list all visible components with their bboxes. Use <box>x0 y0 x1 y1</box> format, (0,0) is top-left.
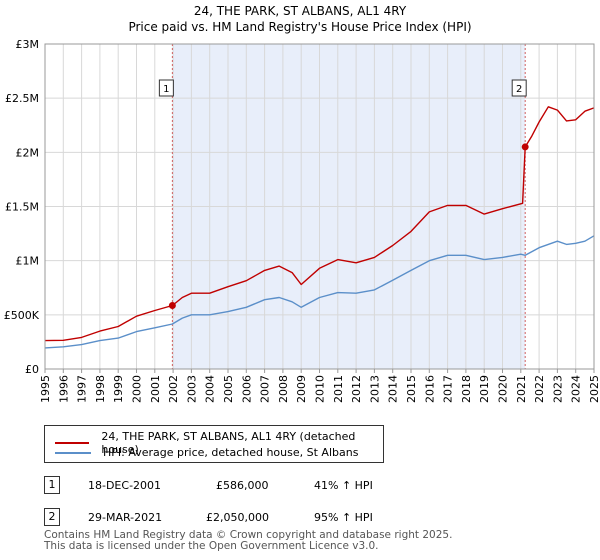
transaction-label: 2 <box>516 84 522 95</box>
y-tick-label: £1.5M <box>5 201 39 214</box>
legend-label-property: 24, THE PARK, ST ALBANS, AL1 4RY (detach… <box>101 430 356 456</box>
x-tick-label: 2017 <box>442 375 455 403</box>
transaction-row: 2 29-MAR-2021 £2,050,000 95% ↑ HPI <box>44 508 564 526</box>
x-tick-label: 2011 <box>332 375 345 403</box>
x-tick-label: 1999 <box>112 375 125 403</box>
transaction-label: 1 <box>163 84 169 95</box>
x-tick-label: 2019 <box>478 375 491 403</box>
x-tick-label: 1998 <box>94 375 107 403</box>
x-tick-label: 2025 <box>588 375 600 403</box>
transaction-number: 2 <box>44 508 60 526</box>
x-tick-label: 2005 <box>222 375 235 403</box>
x-tick-label: 2016 <box>423 375 436 403</box>
x-tick-label: 2006 <box>240 375 253 403</box>
x-tick-label: 2022 <box>533 375 546 403</box>
footer-licence: This data is licensed under the Open Gov… <box>44 540 379 552</box>
transaction-hpi: 41% ↑ HPI <box>314 479 373 492</box>
transaction-row: 1 18-DEC-2001 £586,000 41% ↑ HPI <box>44 476 564 494</box>
y-tick-label: £1M <box>16 255 40 268</box>
legend: 24, THE PARK, ST ALBANS, AL1 4RY (detach… <box>44 425 384 463</box>
x-tick-label: 2023 <box>551 375 564 403</box>
x-tick-label: 2009 <box>295 375 308 403</box>
legend-item-property: 24, THE PARK, ST ALBANS, AL1 4RY (detach… <box>55 430 383 456</box>
x-tick-label: 2004 <box>204 375 217 403</box>
transaction-date: 29-MAR-2021 <box>88 511 163 524</box>
transaction-price: £586,000 <box>216 479 269 492</box>
x-tick-label: 2014 <box>387 375 400 403</box>
price-chart: 1 2 £0 £500K £1M £1.5M £2M £2.5M £3M 1995 1996 1997… <box>4 38 600 403</box>
x-tick-label: 2000 <box>131 375 144 403</box>
x-tick-label: 2015 <box>405 375 418 403</box>
x-tick-label: 2012 <box>350 375 363 403</box>
legend-swatch-property <box>55 442 90 444</box>
transaction-hpi: 95% ↑ HPI <box>314 511 373 524</box>
transaction-point <box>521 143 529 151</box>
legend-swatch-hpi <box>55 451 91 454</box>
x-tick-label: 1995 <box>39 375 52 403</box>
x-tick-label: 2018 <box>460 375 473 403</box>
y-tick-label: £2.5M <box>5 92 39 105</box>
legend-item-hpi: HPI: Average price, detached house, St A… <box>55 446 358 459</box>
hpi-line <box>44 235 595 349</box>
y-tick-label: £2M <box>16 146 40 159</box>
y-tick-label: £3M <box>16 38 40 51</box>
y-tick-label: £500K <box>4 309 40 322</box>
property-price-line <box>44 106 595 342</box>
x-tick-label: 1996 <box>57 375 70 403</box>
transaction-label-box <box>511 79 527 97</box>
x-tick-label: 2007 <box>259 375 272 403</box>
x-tick-label: 1997 <box>76 375 89 403</box>
footer-copyright: Contains HM Land Registry data © Crown c… <box>44 529 453 541</box>
x-tick-label: 2001 <box>149 375 162 403</box>
x-tick-label: 2024 <box>570 375 583 403</box>
transaction-point <box>168 302 176 310</box>
transaction-date: 18-DEC-2001 <box>88 479 162 492</box>
footer: Contains HM Land Registry data © Crown c… <box>44 530 452 552</box>
x-tick-label: 2020 <box>497 375 510 403</box>
transaction-number: 1 <box>44 476 60 494</box>
x-tick-label: 2010 <box>314 375 327 403</box>
transaction-price: £2,050,000 <box>206 511 269 524</box>
transaction-label-box <box>158 79 174 97</box>
x-tick-label: 2013 <box>368 375 381 403</box>
x-tick-label: 2008 <box>277 375 290 403</box>
x-tick-label: 2002 <box>167 375 180 403</box>
chart-title: 24, THE PARK, ST ALBANS, AL1 4RY <box>193 4 407 18</box>
y-tick-label: £0 <box>25 363 39 376</box>
x-tick-label: 2003 <box>185 375 198 403</box>
chart-subtitle: Price paid vs. HM Land Registry's House … <box>128 20 472 34</box>
x-tick-label: 2021 <box>515 375 528 403</box>
legend-label-hpi: HPI: Average price, detached house, St A… <box>103 446 359 459</box>
